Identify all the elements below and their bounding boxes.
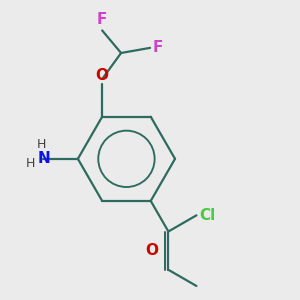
Text: O: O (145, 243, 158, 258)
Text: H: H (36, 139, 46, 152)
Text: Cl: Cl (199, 208, 215, 223)
Text: F: F (97, 13, 107, 28)
Text: F: F (153, 40, 164, 56)
Text: O: O (96, 68, 109, 83)
Text: N: N (38, 151, 50, 166)
Text: H: H (26, 157, 35, 170)
